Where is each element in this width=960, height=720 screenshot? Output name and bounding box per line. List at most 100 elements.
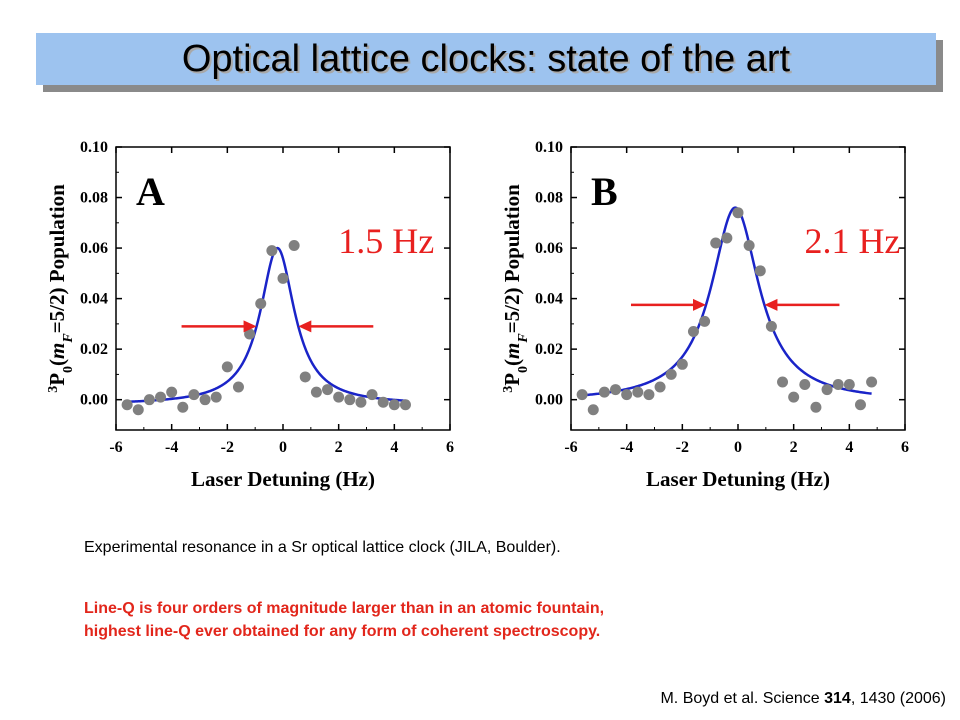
- slide-title: Optical lattice clocks: state of the art: [181, 37, 791, 80]
- y-axis-title-part: =5/2): [45, 287, 69, 333]
- x-tick-label: 0: [279, 439, 287, 456]
- data-point: [255, 298, 267, 310]
- title-banner: Optical lattice clocks: state of the art: [36, 33, 936, 85]
- citation-suffix: , 1430 (2006): [850, 690, 946, 707]
- data-point: [788, 391, 800, 403]
- y-axis-title-part: 0: [516, 366, 531, 373]
- data-point: [132, 404, 144, 416]
- line-q-highlight: Line-Q is four orders of magnitude large…: [84, 597, 604, 643]
- y-axis-title-part: m: [45, 343, 69, 359]
- data-point: [621, 389, 633, 401]
- data-point: [143, 394, 155, 406]
- highlight-line-2: highest line-Q ever obtained for any for…: [84, 623, 601, 640]
- data-point: [266, 245, 278, 257]
- data-point: [366, 389, 378, 401]
- panel-letter: B: [591, 169, 618, 214]
- y-axis-title-part: Population: [500, 184, 524, 288]
- x-tick-label: -4: [165, 439, 178, 456]
- y-tick-label: 0.06: [535, 240, 563, 257]
- y-axis-title-part: (: [45, 359, 69, 366]
- x-tick-label: 0: [734, 439, 742, 456]
- x-axis-title: Laser Detuning (Hz): [191, 467, 375, 491]
- x-axis-title: Laser Detuning (Hz): [646, 467, 830, 491]
- y-axis-title-part: P: [45, 373, 69, 386]
- fwhm-arrowhead-right: [298, 320, 312, 333]
- y-tick-label: 0.02: [80, 341, 108, 358]
- y-axis-title-part: F: [516, 333, 531, 344]
- y-axis-title-part: (: [500, 359, 524, 366]
- data-point: [866, 376, 878, 388]
- data-point: [155, 391, 167, 403]
- x-tick-label: -2: [676, 439, 689, 456]
- data-point: [244, 328, 256, 340]
- y-axis-title-part: 0: [61, 366, 76, 373]
- y-axis-title-part: =5/2): [500, 287, 524, 333]
- y-axis-title: 3P0(mF=5/2) Population: [500, 184, 531, 393]
- x-tick-label: 6: [901, 439, 909, 456]
- y-tick-label: 0.08: [80, 190, 108, 207]
- y-axis-title-part: 3: [501, 386, 516, 393]
- y-tick-label: 0.08: [535, 190, 563, 207]
- y-axis-title-part: m: [500, 343, 524, 359]
- data-point: [710, 237, 722, 249]
- x-tick-label: 4: [845, 439, 853, 456]
- data-point: [721, 232, 733, 244]
- data-point: [665, 368, 677, 380]
- x-tick-label: -4: [620, 439, 633, 456]
- data-point: [777, 376, 789, 388]
- y-tick-label: 0.04: [535, 291, 563, 308]
- data-point: [743, 240, 755, 252]
- data-point: [177, 401, 189, 413]
- data-point: [399, 399, 411, 411]
- citation-volume: 314: [824, 690, 851, 707]
- data-point: [587, 404, 599, 416]
- y-tick-label: 0.10: [80, 139, 108, 156]
- linewidth-label: 2.1 Hz: [804, 221, 900, 261]
- linewidth-label: 1.5 Hz: [338, 221, 434, 261]
- data-point: [322, 384, 334, 396]
- data-point: [377, 396, 389, 408]
- x-tick-label: 2: [335, 439, 343, 456]
- data-point: [821, 384, 833, 396]
- fwhm-arrowhead-left: [243, 320, 257, 333]
- data-point: [676, 358, 688, 370]
- data-point: [632, 386, 644, 398]
- y-tick-label: 0.04: [80, 291, 108, 308]
- data-point: [598, 386, 610, 398]
- fwhm-arrowhead-left: [692, 298, 706, 311]
- data-point: [643, 389, 655, 401]
- plot-frame: [570, 146, 906, 431]
- citation-prefix: M. Boyd et al. Science: [660, 690, 825, 707]
- data-point: [765, 320, 777, 332]
- data-point: [232, 381, 244, 393]
- data-point: [754, 265, 766, 277]
- y-tick-label: 0.10: [535, 139, 563, 156]
- data-point: [699, 315, 711, 327]
- data-point: [344, 394, 356, 406]
- citation: M. Boyd et al. Science 314, 1430 (2006): [660, 690, 946, 708]
- highlight-line-1: Line-Q is four orders of magnitude large…: [84, 600, 605, 617]
- data-point: [310, 386, 322, 398]
- lorentzian-fit-line: [582, 206, 872, 397]
- resonance-chart-a: -6 -4 -2 0 2 4 6 0.00 0.02 0.04 0.06 0.08 0.10 Laser …: [45, 139, 454, 491]
- data-point: [576, 389, 588, 401]
- x-tick-label: 2: [790, 439, 798, 456]
- data-point: [854, 399, 866, 411]
- resonance-chart-b: -6 -4 -2 0 2 4 6 0.00 0.02 0.04 0.06 0.08 0.10 Laser …: [500, 139, 909, 491]
- data-point: [166, 386, 178, 398]
- data-point: [221, 361, 233, 373]
- data-point: [388, 399, 400, 411]
- y-axis-title-part: P: [500, 373, 524, 386]
- data-point: [810, 401, 822, 413]
- x-tick-label: -6: [564, 439, 577, 456]
- data-point: [654, 381, 666, 393]
- x-tick-label: 4: [390, 439, 398, 456]
- fwhm-arrowhead-right: [764, 298, 778, 311]
- x-tick-label: -6: [109, 439, 122, 456]
- panel-letter: A: [136, 169, 165, 214]
- y-tick-label: 0.00: [535, 392, 563, 409]
- data-point: [687, 325, 699, 337]
- data-point: [333, 391, 345, 403]
- lorentzian-fit-line: [127, 246, 406, 404]
- y-axis-title-part: Population: [45, 184, 69, 288]
